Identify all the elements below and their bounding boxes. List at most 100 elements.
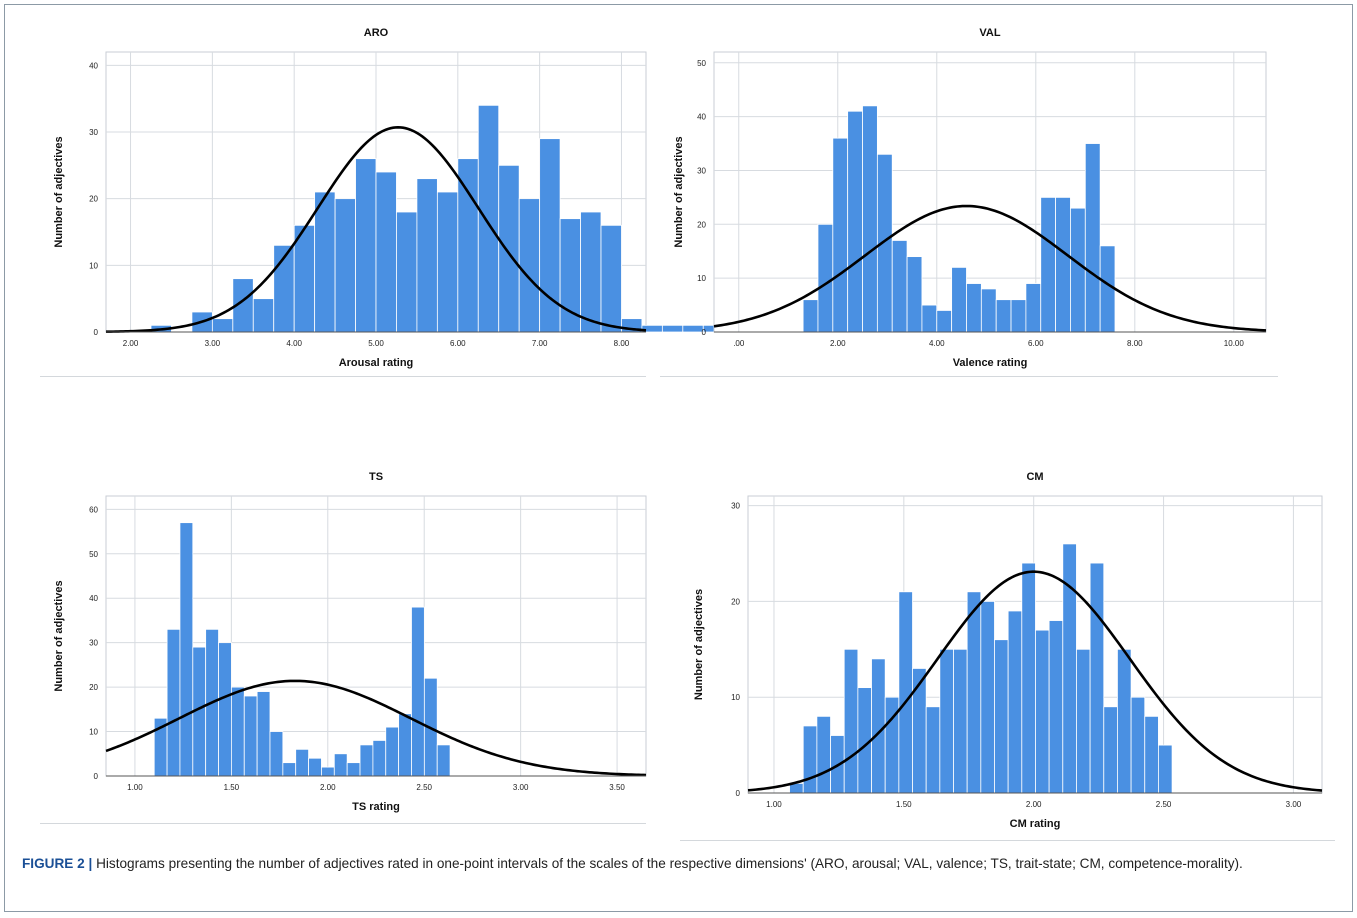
histogram-bar	[847, 110, 863, 333]
histogram-bar	[230, 686, 245, 777]
histogram-bar	[1117, 648, 1132, 794]
x-tick-label: 3.00	[513, 783, 529, 792]
histogram-bar	[1010, 299, 1027, 333]
histogram-bar	[1089, 562, 1105, 794]
histogram-bar	[457, 158, 479, 333]
histogram-bar	[891, 240, 908, 333]
histogram-bar	[832, 137, 849, 333]
histogram-bar	[843, 648, 859, 794]
x-tick-label: 8.00	[1127, 339, 1143, 348]
histogram-bar	[359, 744, 374, 777]
histogram-bar	[282, 762, 297, 777]
x-axis-label: TS rating	[352, 801, 400, 813]
y-tick-label: 10	[89, 261, 98, 270]
histogram-bar	[416, 178, 438, 333]
x-tick-label: 2.50	[1156, 800, 1172, 809]
histogram-bar	[166, 628, 181, 777]
y-tick-label: 0	[736, 789, 741, 798]
y-tick-label: 30	[89, 128, 98, 137]
panel-divider	[680, 840, 1335, 841]
x-tick-label: 3.00	[205, 339, 221, 348]
plot-area	[713, 51, 1267, 333]
histogram-aro: 0 10 20 30 40 2.00 3.00 4.00 5.00 6.00 7.00 8.00 ARO…	[53, 27, 725, 369]
x-tick-label: 1.00	[127, 783, 143, 792]
histogram-bar	[355, 158, 377, 333]
histogram-bar	[816, 715, 831, 794]
histogram-bar	[1144, 715, 1159, 794]
y-tick-label: 30	[89, 639, 98, 648]
histogram-bar	[411, 606, 425, 777]
y-tick-label: 40	[697, 113, 706, 122]
x-tick-label: 10.00	[1224, 339, 1245, 348]
histogram-bar	[1084, 143, 1101, 333]
histogram-bar	[398, 713, 412, 777]
histogram-bar	[372, 740, 387, 777]
x-tick-label: 1.50	[224, 783, 240, 792]
chart-title: VAL	[979, 27, 1000, 39]
histogram-bar	[436, 744, 451, 777]
x-axis-label: CM rating	[1010, 818, 1061, 830]
x-tick-label: 2.00	[320, 783, 336, 792]
histogram-bar	[1025, 283, 1042, 333]
histogram-panel-cm: 0 10 20 30 1.00 1.50 2.00 2.50 3.00 CM CM rating Nu…	[680, 458, 1340, 838]
x-tick-label: 2.00	[830, 339, 846, 348]
x-tick-label: 1.50	[896, 800, 912, 809]
y-tick-label: 30	[697, 166, 706, 175]
histogram-bar	[1040, 196, 1056, 333]
y-tick-label: 20	[89, 195, 98, 204]
histogram-bar	[898, 591, 913, 794]
histogram-bar	[966, 591, 982, 794]
histogram-bar	[179, 522, 194, 777]
histogram-bar	[308, 757, 322, 777]
histogram-bar	[385, 726, 400, 777]
histogram-bar	[334, 198, 356, 333]
histogram-bar	[498, 164, 520, 333]
histogram-bar	[396, 211, 418, 333]
y-tick-label: 0	[94, 328, 99, 337]
histogram-bar	[1048, 620, 1064, 794]
normal-curve	[105, 126, 647, 334]
histogram-bar	[1021, 562, 1036, 794]
x-tick-label: 2.50	[416, 783, 432, 792]
normal-curve	[713, 204, 1267, 332]
x-tick-label: 6.00	[450, 339, 466, 348]
histogram-bar	[218, 642, 232, 777]
histogram-bar	[211, 318, 234, 333]
histogram-bar	[953, 648, 968, 794]
x-tick-label: 6.00	[1028, 339, 1044, 348]
histogram-panel-val: 0 10 20 30 40 50 .00 2.00 4.00 6.00 8.00 10.00 VAL Va…	[660, 14, 1278, 382]
histogram-bar	[871, 658, 886, 794]
x-tick-label: 3.50	[609, 783, 625, 792]
y-tick-label: 50	[89, 550, 98, 559]
figure-caption-text: Histograms presenting the number of adje…	[96, 856, 1243, 871]
x-tick-label: 5.00	[368, 339, 384, 348]
histogram-bar	[314, 191, 336, 333]
histogram-bar	[256, 691, 271, 777]
histogram-bar	[1070, 207, 1086, 333]
y-tick-label: 0	[702, 328, 707, 337]
y-tick-label: 40	[89, 594, 98, 603]
histogram-bar	[518, 198, 541, 333]
histogram-bar	[1062, 543, 1077, 794]
histogram-bar	[346, 762, 361, 777]
y-tick-label: 0	[94, 772, 99, 781]
y-tick-label: 60	[89, 505, 98, 514]
histogram-bar	[802, 725, 818, 794]
histogram-bar	[321, 766, 335, 777]
histogram-bar	[817, 223, 834, 333]
x-tick-label: 3.00	[1286, 800, 1302, 809]
histogram-bar	[1007, 610, 1023, 794]
figure-label: FIGURE 2 |	[22, 856, 93, 871]
x-tick-label: 2.00	[1026, 800, 1042, 809]
y-axis-label: Number of adjectives	[673, 136, 685, 247]
histogram-bar	[906, 256, 923, 333]
y-tick-label: 30	[731, 502, 740, 511]
histogram-bar	[921, 304, 938, 333]
histogram-bar	[912, 668, 927, 794]
x-axis-label: Valence rating	[953, 357, 1028, 369]
chart-title: ARO	[364, 27, 389, 39]
figure-frame	[4, 4, 1353, 912]
y-tick-label: 10	[697, 274, 706, 283]
normal-curve	[105, 679, 647, 777]
histogram-bar	[375, 171, 397, 333]
